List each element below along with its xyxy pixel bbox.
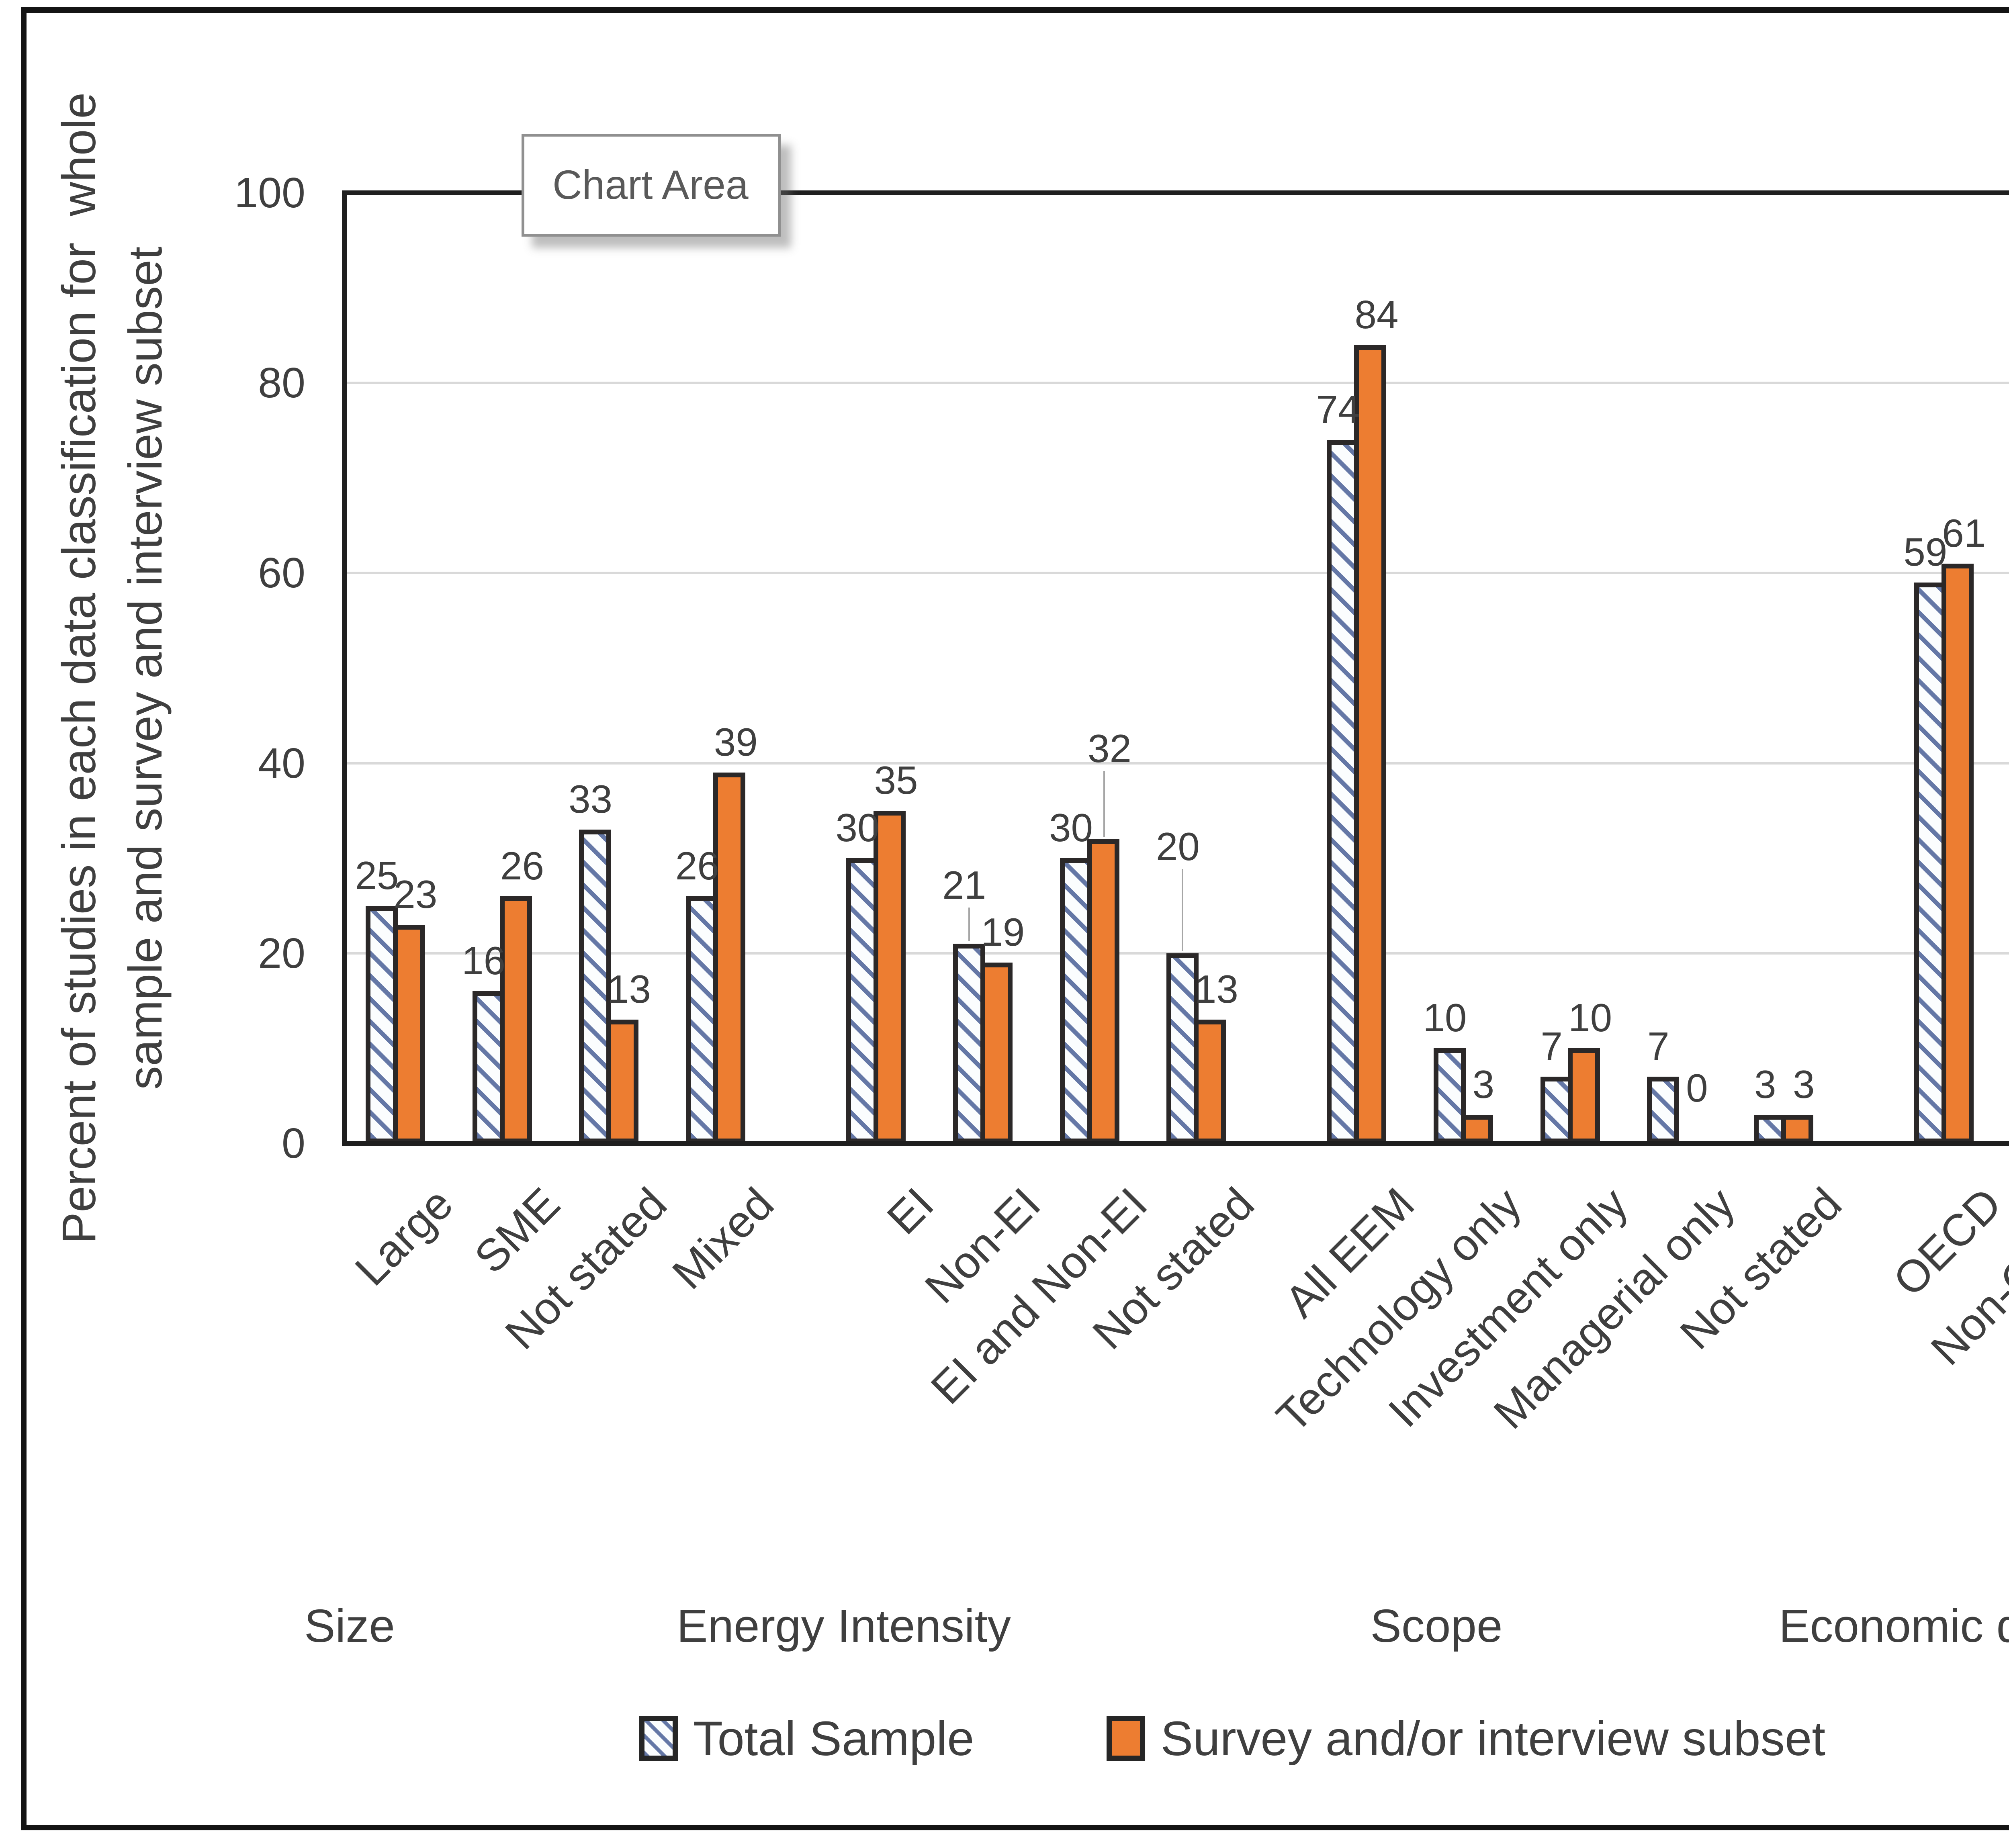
bar-subset-ei[interactable] (873, 810, 906, 1143)
legend-label-total-sample: Total Sample (693, 1711, 974, 1766)
label-leader-line (968, 908, 970, 942)
legend-item-total-sample[interactable]: Total Sample (639, 1712, 974, 1764)
value-label-total-all-eem: 74 (1316, 387, 1360, 432)
value-label-total-not-stated: 20 (1156, 824, 1200, 869)
bar-subset-oecd[interactable] (1941, 563, 1974, 1143)
value-label-subset-technology-only: 3 (1472, 1062, 1495, 1107)
chart-area-tooltip-label: Chart Area (552, 162, 749, 208)
y-tick-40: 40 (258, 739, 305, 787)
value-label-subset-non-oecd: 29 (1991, 817, 2009, 857)
legend: Total Sample Survey and/or interview sub… (639, 1712, 1825, 1764)
legend-label-survey-subset: Survey and/or interview subset (1160, 1711, 1825, 1766)
value-label-total-not-stated: 3 (1754, 1062, 1776, 1107)
value-label-subset-oecd: 61 (1942, 511, 1986, 555)
bar-total-large[interactable] (365, 906, 398, 1143)
value-label-total-non-ei: 21 (942, 863, 986, 908)
value-label-total-investment-only: 7 (1541, 1024, 1563, 1069)
y-axis-title-line2: sample and survey and interview subset (119, 246, 172, 1090)
x-group-label-economic-development: Economic development (1779, 1600, 2009, 1652)
gridline-60 (344, 572, 2009, 574)
legend-item-survey-subset[interactable]: Survey and/or interview subset (1107, 1712, 1825, 1764)
chart-area-tooltip: Chart Area (522, 134, 781, 237)
y-axis-title: Percent of studies in each data classifi… (46, 0, 183, 1451)
gridline-80 (344, 382, 2009, 384)
value-label-subset-managerial-only: 0 (1686, 1066, 1708, 1110)
value-label-subset-large: 23 (393, 872, 438, 916)
y-tick-60: 60 (258, 549, 305, 597)
bar-subset-investment-only[interactable] (1567, 1048, 1600, 1143)
gridline-40 (344, 762, 2009, 765)
value-label-subset-all-eem: 84 (1354, 292, 1399, 337)
value-label-total-mixed: 26 (675, 843, 719, 888)
bar-subset-technology-only[interactable] (1461, 1115, 1493, 1143)
y-tick-80: 80 (258, 359, 305, 407)
y-tick-20: 20 (258, 929, 305, 977)
bar-subset-ei-and-non-ei[interactable] (1087, 839, 1119, 1143)
value-label-total-oecd: 59 (1903, 530, 1948, 574)
bar-total-investment-only[interactable] (1540, 1077, 1573, 1143)
legend-swatch-orange-icon (1107, 1716, 1146, 1761)
x-group-label-size: Size (304, 1600, 395, 1652)
label-leader-line (1182, 869, 1184, 951)
value-label-total-ei-and-non-ei: 30 (1049, 805, 1093, 850)
y-tick-0: 0 (282, 1120, 305, 1167)
value-label-total-sme: 16 (462, 938, 506, 983)
label-leader-line (1103, 771, 1105, 837)
value-label-total-large: 25 (355, 853, 399, 897)
y-axis-title-line1: Percent of studies in each data classifi… (53, 92, 106, 1244)
bar-subset-large[interactable] (393, 924, 425, 1143)
bar-subset-mixed[interactable] (713, 773, 746, 1143)
value-label-subset-non-ei: 19 (981, 910, 1025, 955)
value-label-subset-mixed: 39 (714, 720, 758, 765)
value-label-subset-ei-and-non-ei: 32 (1088, 726, 1132, 771)
value-label-total-managerial-only: 7 (1647, 1024, 1669, 1069)
x-group-label-energy-intensity: Energy Intensity (677, 1600, 1011, 1652)
y-tick-100: 100 (234, 169, 305, 217)
value-label-subset-ei: 35 (874, 758, 918, 802)
bar-subset-all-eem[interactable] (1354, 345, 1387, 1143)
x-group-label-scope: Scope (1370, 1600, 1503, 1652)
value-label-subset-not-stated: 13 (1194, 967, 1238, 1012)
bar-subset-not-stated[interactable] (1781, 1115, 1814, 1143)
value-label-subset-sme: 26 (500, 843, 544, 888)
value-label-total-not-stated: 33 (568, 777, 612, 822)
bar-subset-non-ei[interactable] (980, 963, 1013, 1143)
bar-subset-not-stated[interactable] (1194, 1020, 1226, 1143)
bar-total-managerial-only[interactable] (1647, 1077, 1680, 1143)
value-label-total-ei: 30 (835, 805, 880, 850)
bar-subset-sme[interactable] (499, 896, 532, 1143)
legend-swatch-hatched-icon (639, 1716, 678, 1761)
value-label-subset-not-stated: 13 (607, 967, 651, 1012)
page-border (21, 7, 2009, 1830)
value-label-total-non-oecd: 18 (1952, 922, 2009, 962)
value-label-subset-not-stated: 3 (1792, 1062, 1815, 1107)
bar-total-non-ei[interactable] (953, 944, 985, 1143)
bar-subset-not-stated[interactable] (606, 1020, 639, 1143)
value-label-subset-investment-only: 10 (1568, 996, 1612, 1040)
value-label-total-technology-only: 10 (1423, 996, 1467, 1040)
